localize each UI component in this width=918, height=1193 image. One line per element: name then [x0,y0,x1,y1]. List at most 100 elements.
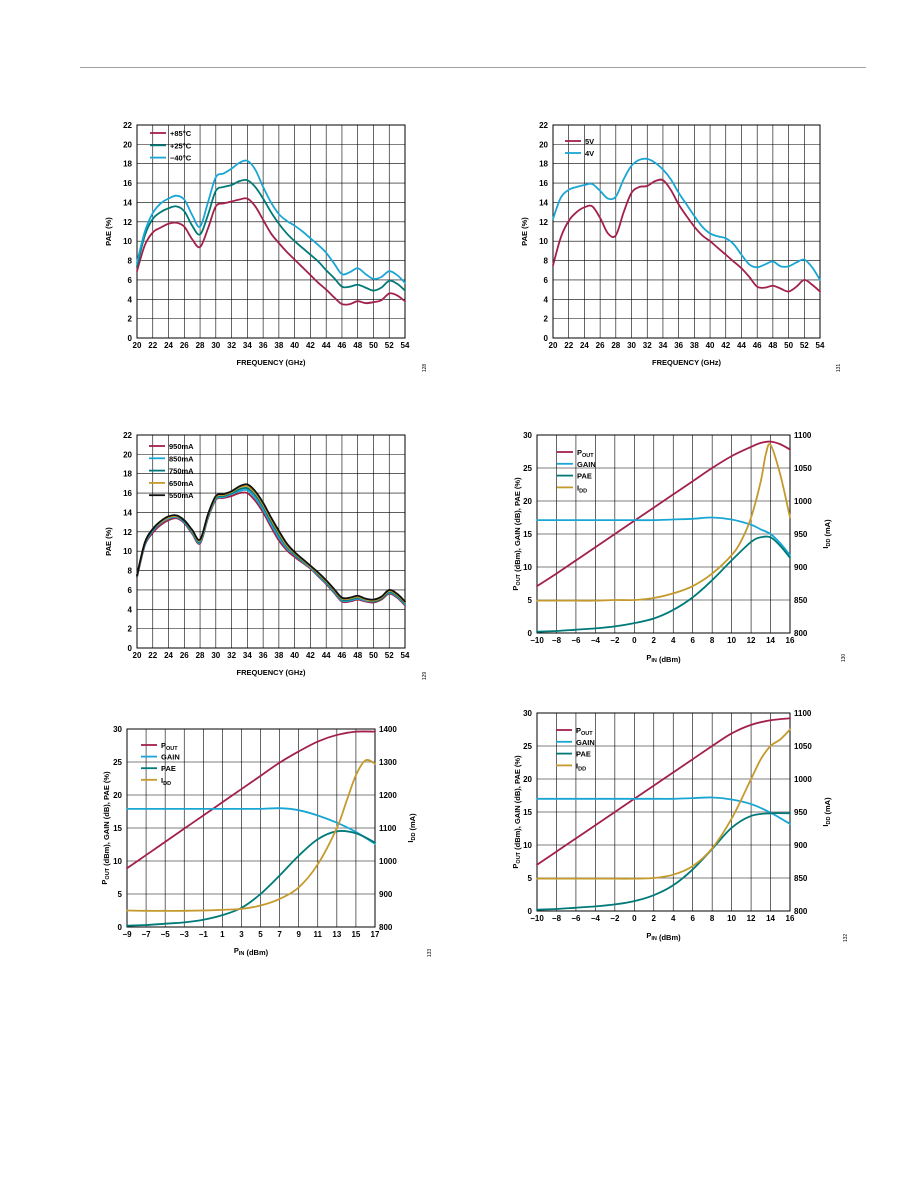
x-tick-label: 48 [353,341,362,350]
x-tick-label: 42 [306,341,315,350]
legend-label: PAE [576,750,591,759]
y2-tick-label: 1100 [794,709,812,718]
y-tick-label: 20 [113,791,122,800]
y-tick-label: 12 [123,218,132,227]
legend-label: POUT [161,741,178,752]
series-line-5v [552,178,821,293]
x-tick-label: 54 [816,341,825,350]
x-tick-label: 40 [706,341,715,350]
y-tick-label: 15 [523,808,532,817]
x-tick-label: 12 [747,636,756,645]
x-tick-label: 32 [227,341,236,350]
x-tick-label: 44 [737,341,746,350]
y-tick-label: 2 [544,315,549,324]
plot-frame [536,434,791,634]
y-tick-label: 10 [523,841,532,850]
y-tick-label: 16 [539,179,548,188]
x-tick-label: 26 [180,341,189,350]
y-tick-label: 4 [128,605,133,614]
legend-label: 550mA [169,491,194,500]
x-tick-label: 16 [786,914,795,923]
y-tick-label: 4 [128,295,133,304]
legend-label: 650mA [169,479,194,488]
y-tick-label: 25 [523,742,532,751]
x-tick-label: 34 [658,341,667,350]
y-tick-label: 8 [128,567,133,576]
y-tick-label: 2 [128,315,133,324]
x-tick-label: 50 [369,651,378,660]
series-line-gain [536,516,791,557]
y2-tick-label: 950 [794,808,808,817]
x-tick-label: 44 [322,341,331,350]
y-tick-label: 20 [523,775,532,784]
y2-tick-label: 900 [794,841,808,850]
series-line-gain [536,796,791,825]
x-tick-label: 36 [259,651,268,660]
x-tick-label: 10 [727,636,736,645]
x-tick-label: 8 [710,914,715,923]
x-tick-label: 34 [243,341,252,350]
legend-label: 750mA [169,467,194,476]
x-axis-label: FREQUENCY (GHz) [236,358,306,367]
x-tick-label: −4 [591,914,601,923]
y-axis-label: POUT (dBm), GAIN (dB), PAE (%) [511,755,522,869]
y2-tick-label: 1000 [794,775,812,784]
x-tick-label: 20 [133,341,142,350]
y2-tick-label: 1000 [379,857,397,866]
y2-tick-label: 850 [794,874,808,883]
legend-label: 850mA [169,454,194,463]
legend-label: 950mA [169,442,194,451]
y-tick-label: 10 [113,857,122,866]
figure-number: 128 [422,364,428,373]
x-tick-label: 15 [351,930,360,939]
y-tick-label: 15 [523,530,532,539]
x-tick-label: 11 [314,930,323,939]
legend: 950mA 850mA 750mA 650mA 550mA [149,442,194,500]
y-tick-label: 12 [539,218,548,227]
series-line-i-dd [536,443,791,602]
series-line-gain [126,807,376,845]
series-line--25-c [136,178,406,292]
y2-axis-label: IDD (mA) [821,797,832,827]
x-tick-label: 30 [211,341,220,350]
figure-number: 130 [841,654,847,663]
x-tick-label: 26 [596,341,605,350]
y-tick-label: 0 [544,334,549,343]
x-tick-label: 13 [332,930,341,939]
x-tick-label: 24 [164,341,173,350]
x-tick-label: 36 [674,341,683,350]
y-tick-label: 12 [123,528,132,537]
figure-number: 133 [427,949,433,958]
x-tick-label: −6 [571,914,581,923]
x-tick-label: 40 [290,341,299,350]
y-tick-label: 0 [528,907,533,916]
y-tick-label: 30 [523,709,532,718]
y2-tick-label: 1400 [379,725,397,734]
y2-tick-label: 1000 [794,497,812,506]
x-axis-label: FREQUENCY (GHz) [236,668,306,677]
y-tick-label: 0 [118,923,123,932]
plot-frame [136,434,406,649]
legend-label: 4V [585,149,594,158]
x-tick-label: 28 [196,341,205,350]
x-tick-label: 1 [220,930,225,939]
y2-tick-label: 950 [794,530,808,539]
legend-label: −40°C [170,154,192,163]
x-tick-label: 14 [766,636,775,645]
y-tick-label: 25 [523,464,532,473]
x-tick-label: 2 [652,914,657,923]
x-tick-label: 32 [227,651,236,660]
x-tick-label: 50 [784,341,793,350]
x-tick-label: 28 [611,341,620,350]
figure-number: 132 [843,934,849,943]
y2-axis-label: IDD (mA) [406,813,417,843]
y-tick-label: 5 [528,596,533,605]
legend-label: GAIN [576,738,595,747]
x-axis-label: PIN (dBm) [646,653,681,664]
grid [536,712,791,912]
